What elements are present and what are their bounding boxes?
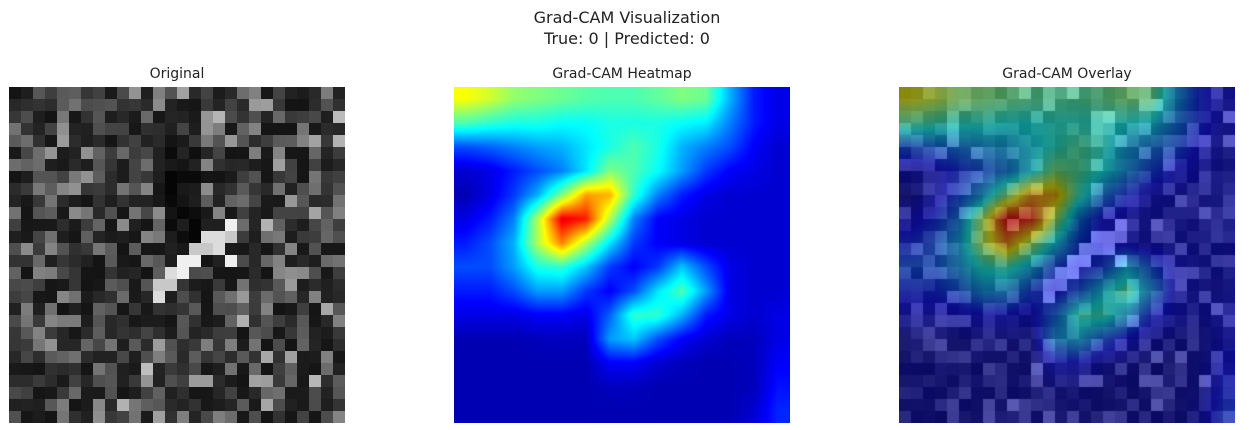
gradcam-heatmap-image [454, 87, 790, 423]
gradcam-overlay-image [899, 87, 1235, 423]
original-image [9, 87, 345, 423]
figure-suptitle: Grad-CAM Visualization [533, 8, 721, 27]
figure-subtitle: True: 0 | Predicted: 0 [544, 29, 710, 48]
panel-title-overlay: Grad-CAM Overlay [1002, 66, 1132, 82]
panel-title-heatmap: Grad-CAM Heatmap [552, 66, 692, 82]
panel-title-original: Original [149, 66, 205, 82]
